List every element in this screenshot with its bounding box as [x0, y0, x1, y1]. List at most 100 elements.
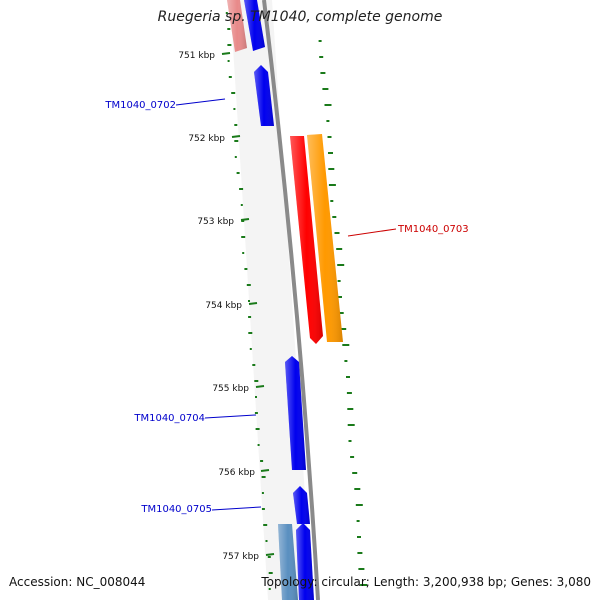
gene-label-tm1040-0705[interactable]: TM1040_0705	[140, 504, 212, 515]
gene-labels: TM1040_0702 TM1040_0703 TM1040_0704 TM10…	[104, 98, 469, 515]
gc-mark-inner-33	[265, 540, 268, 542]
gene-tm1040-0703-cds-shade	[307, 134, 343, 342]
genome-title: Ruegeria sp. TM1040, complete genome	[157, 9, 443, 25]
gc-mark-inner-7	[234, 124, 238, 126]
gc-mark-inner-28	[260, 460, 264, 462]
gene-top-blue-shade	[244, 0, 265, 51]
leader-line-0704	[204, 414, 257, 419]
tick-label-754: 754 kbp	[205, 301, 242, 311]
gene-label-tm1040-0702[interactable]: TM1040_0702	[104, 100, 176, 111]
tick-mark-757	[265, 553, 275, 556]
gc-mark-outer-30	[356, 520, 360, 522]
gc-mark-inner-20	[248, 332, 253, 334]
tick-label-752: 752 kbp	[188, 134, 225, 144]
gene-top-pink-shade	[227, 0, 247, 52]
gc-mark-inner-25	[254, 412, 258, 414]
gc-mark-inner-21	[249, 348, 252, 350]
gc-mark-outer-23	[347, 408, 354, 410]
gene-tm1040-0703-shade	[290, 136, 323, 344]
tick-mark-752	[231, 135, 241, 138]
gc-mark-outer-29	[355, 504, 363, 506]
tick-label-753: 753 kbp	[197, 217, 234, 227]
gc-mark-outer-5	[326, 120, 330, 122]
gc-mark-inner-29	[261, 476, 266, 478]
gc-mark-inner-11	[239, 188, 244, 190]
gc-mark-outer-20	[344, 360, 348, 362]
gc-mark-outer-21	[346, 376, 350, 378]
gc-mark-inner-5	[231, 92, 236, 94]
tick-mark-754	[248, 302, 258, 305]
gc-mark-inner-2	[227, 44, 232, 46]
leader-line-0703	[347, 228, 397, 237]
gc-mark-outer-1	[319, 56, 324, 58]
gc-content-track	[225, 12, 368, 590]
gc-mark-outer-33	[358, 568, 365, 570]
gc-mark-outer-25	[348, 440, 352, 442]
gc-mark-outer-24	[347, 424, 355, 426]
gc-mark-inner-23	[254, 380, 259, 382]
tick-label-756: 756 kbp	[218, 468, 255, 478]
genome-summary-text: Topology: circular; Length: 3,200,938 bp…	[261, 575, 591, 589]
gc-mark-outer-16	[338, 296, 342, 298]
gc-mark-inner-13	[241, 220, 245, 222]
gene-bottom-blue-shade	[296, 523, 314, 600]
gc-mark-outer-12	[334, 232, 340, 234]
gc-mark-outer-18	[340, 328, 347, 330]
gc-mark-inner-19	[248, 316, 252, 318]
gc-mark-outer-32	[357, 552, 363, 554]
gc-mark-outer-3	[322, 88, 329, 90]
tick-mark-751	[221, 52, 231, 55]
gc-mark-inner-22	[252, 364, 256, 366]
gc-mark-outer-31	[357, 536, 361, 538]
gc-mark-inner-34	[267, 556, 271, 558]
gc-mark-outer-7	[328, 152, 333, 154]
gc-mark-inner-16	[244, 268, 248, 270]
gc-mark-inner-26	[255, 428, 260, 430]
gc-mark-outer-26	[350, 456, 355, 458]
gc-mark-outer-8	[328, 168, 335, 170]
gc-mark-outer-6	[327, 136, 332, 138]
gc-mark-inner-6	[233, 108, 236, 110]
gc-mark-outer-27	[352, 472, 358, 474]
gc-mark-outer-4	[324, 104, 332, 106]
gene-tm1040-0704-shade	[285, 356, 306, 470]
gc-mark-inner-32	[263, 524, 268, 526]
gc-mark-outer-19	[342, 344, 350, 346]
tick-label-755: 755 kbp	[212, 384, 249, 394]
gc-mark-outer-34	[360, 584, 368, 586]
gc-mark-inner-18	[248, 300, 250, 302]
gc-mark-inner-8	[234, 140, 239, 142]
gc-mark-inner-24	[255, 396, 257, 398]
gene-features	[227, 0, 343, 600]
gc-mark-inner-15	[242, 252, 245, 254]
gc-mark-outer-2	[320, 72, 326, 74]
gc-mark-inner-4	[228, 76, 232, 78]
gc-mark-inner-36	[268, 588, 271, 590]
gene-label-tm1040-0703[interactable]: TM1040_0703	[397, 224, 469, 235]
gene-label-tm1040-0704[interactable]: TM1040_0704	[133, 413, 205, 424]
leader-line-0702	[175, 98, 226, 106]
gc-mark-inner-3	[227, 60, 230, 62]
gc-mark-inner-27	[257, 444, 260, 446]
tick-mark-753	[240, 218, 250, 221]
gc-mark-outer-10	[330, 200, 334, 202]
tick-mark-755	[255, 385, 265, 388]
gc-mark-outer-28	[354, 488, 361, 490]
gc-mark-inner-1	[227, 28, 231, 30]
gc-mark-outer-22	[346, 392, 352, 394]
leader-line-0705	[211, 506, 262, 511]
gc-mark-inner-10	[236, 172, 240, 174]
tick-label-751: 751 kbp	[178, 51, 215, 61]
gc-mark-outer-14	[337, 264, 345, 266]
gc-mark-inner-17	[246, 284, 251, 286]
position-ticks: 751 kbp 752 kbp 753 kbp 754 kbp 755 kbp …	[178, 51, 275, 562]
gene-tm1040-0705-shade	[293, 486, 310, 524]
gc-mark-outer-13	[336, 248, 343, 250]
gc-mark-outer-0	[318, 40, 322, 42]
gc-mark-outer-11	[332, 216, 337, 218]
genome-backbone	[262, 0, 320, 600]
gc-mark-outer-9	[328, 184, 336, 186]
gc-mark-inner-31	[261, 508, 265, 510]
tick-mark-756	[260, 469, 270, 472]
